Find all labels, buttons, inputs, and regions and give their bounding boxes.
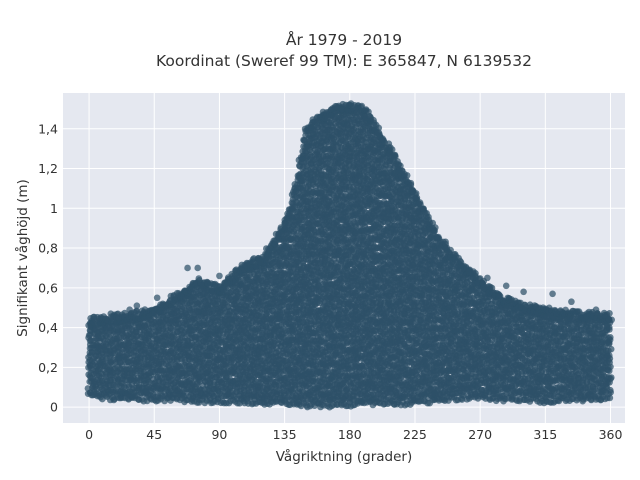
data-points [84,100,615,411]
